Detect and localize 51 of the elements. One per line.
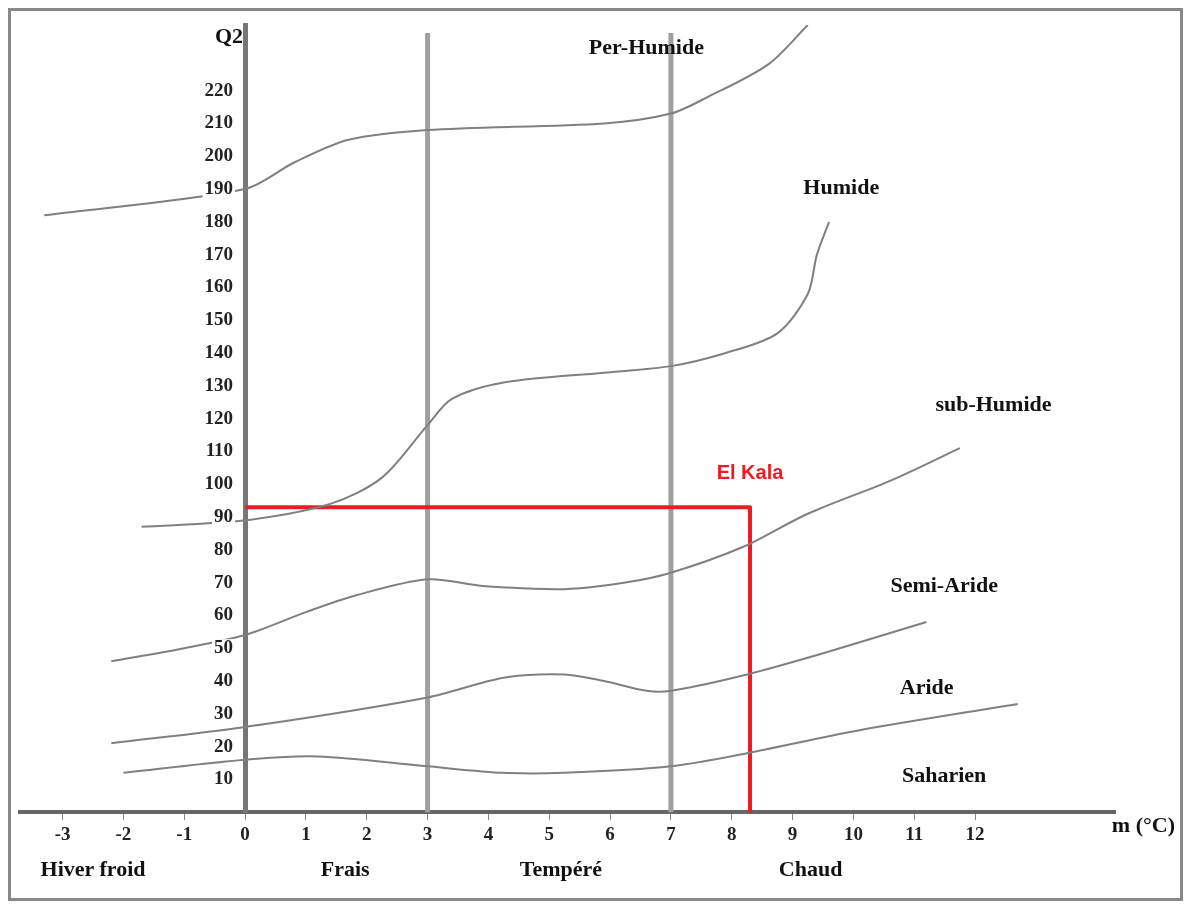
y-tick-label: 150 xyxy=(204,308,234,330)
annotation: Semi-Aride xyxy=(890,571,999,597)
x-tick-label: 3 xyxy=(422,822,433,844)
x-tick-label: -2 xyxy=(115,822,132,844)
text: Hiver froid xyxy=(40,855,146,881)
x-tick-label: -1 xyxy=(176,822,193,844)
x-tick-label: 1 xyxy=(301,822,311,844)
x-tick-label: 12 xyxy=(965,822,985,844)
y-tick-label: 30 xyxy=(214,701,234,723)
text: Tempéré xyxy=(519,855,603,881)
y-tick-label: 120 xyxy=(204,406,234,428)
x-tick-label: 8 xyxy=(727,822,737,844)
y-tick-label: 80 xyxy=(214,537,234,559)
y-tick-label: 100 xyxy=(204,472,234,494)
annotation: Saharien xyxy=(902,761,987,787)
y-tick-label: 220 xyxy=(204,78,234,100)
annotation: Aride xyxy=(899,673,954,699)
x-tick-label: 7 xyxy=(666,822,677,844)
y-tick-label: 140 xyxy=(204,340,234,362)
x-tick-label: 0 xyxy=(240,822,250,844)
text: Chaud xyxy=(778,855,843,881)
y-tick-label: 40 xyxy=(214,668,234,690)
series-label: El Kala xyxy=(716,460,785,483)
x-tick-label: 9 xyxy=(787,822,798,844)
y-tick-label: 50 xyxy=(214,636,234,658)
text: Frais xyxy=(320,855,371,881)
x-tick-label: 2 xyxy=(362,822,372,844)
x-tick-label: 11 xyxy=(905,822,924,844)
x-tick-label: 4 xyxy=(483,822,494,844)
x-tick-label: 10 xyxy=(843,822,863,844)
y-tick-label: 60 xyxy=(214,603,234,625)
x-tick-label: 6 xyxy=(605,822,615,844)
y-tick-label: 70 xyxy=(214,570,234,592)
annotation: sub-Humide xyxy=(935,390,1052,416)
y-tick-label: 170 xyxy=(204,242,234,264)
x-axis-title: m (°C) xyxy=(1111,811,1175,837)
annotation: Humide xyxy=(803,174,880,200)
y-tick-label: 10 xyxy=(214,767,234,789)
y-tick-label: 110 xyxy=(205,439,234,461)
x-tick-label: 5 xyxy=(544,822,554,844)
y-tick-label: 190 xyxy=(204,176,234,198)
y-tick-label: 160 xyxy=(204,275,234,297)
y-axis-title: Q2 xyxy=(214,22,244,48)
x-tick-label: -3 xyxy=(54,822,71,844)
y-tick-label: 180 xyxy=(204,209,234,231)
y-tick-label: 200 xyxy=(204,144,234,166)
y-tick-label: 90 xyxy=(214,504,234,526)
y-tick-label: 210 xyxy=(204,111,234,133)
y-tick-label: 130 xyxy=(204,373,234,395)
annotation: Per-Humide xyxy=(588,33,705,59)
y-tick-label: 20 xyxy=(214,734,234,756)
